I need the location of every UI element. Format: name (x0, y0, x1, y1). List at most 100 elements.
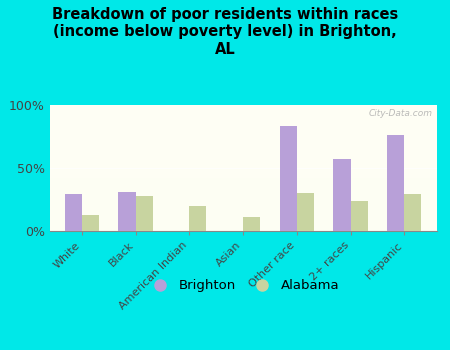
Bar (50, 155, 436, 157)
Bar (50, 128, 436, 129)
Bar (50, 138, 436, 139)
Bar (50, 139, 436, 140)
Bar (50, 157, 436, 158)
Bar (50, 221, 436, 222)
Bar (50, 177, 436, 178)
Text: Breakdown of poor residents within races
(income below poverty level) in Brighto: Breakdown of poor residents within races… (52, 7, 398, 57)
Bar (50, 189, 436, 191)
Bar (50, 198, 436, 200)
Bar (50, 170, 436, 172)
Bar (50, 135, 436, 136)
Bar (50, 192, 436, 193)
Bar (50, 148, 436, 149)
Bar (387, 135, 404, 231)
Bar (50, 163, 436, 164)
Bar (50, 211, 436, 212)
Bar (50, 144, 436, 145)
Bar (50, 218, 436, 220)
Bar (50, 107, 436, 109)
Bar (50, 173, 436, 174)
Bar (118, 192, 135, 231)
Bar (50, 147, 436, 148)
Bar (50, 187, 436, 188)
Bar (50, 184, 436, 186)
Bar (50, 167, 436, 168)
Bar (50, 202, 436, 203)
Bar (50, 119, 436, 120)
Bar (50, 207, 436, 208)
Bar (50, 217, 436, 218)
Bar (50, 197, 436, 198)
Bar (50, 116, 436, 118)
Bar (50, 188, 436, 189)
Bar (404, 195, 422, 231)
Bar (50, 133, 436, 134)
Bar (243, 217, 260, 231)
Bar (50, 122, 436, 124)
Bar (50, 149, 436, 150)
Bar (50, 227, 436, 229)
Bar (135, 196, 153, 231)
Bar (50, 216, 436, 217)
Bar (50, 115, 436, 116)
Bar (50, 191, 436, 192)
Bar (50, 105, 436, 106)
Bar (279, 126, 297, 231)
Bar (50, 152, 436, 153)
Bar (50, 124, 436, 125)
Bar (50, 159, 436, 160)
Bar (50, 174, 436, 176)
Bar (50, 179, 436, 181)
Bar (50, 121, 436, 122)
Bar (50, 210, 436, 211)
Bar (50, 153, 436, 154)
Bar (50, 106, 436, 107)
Bar (50, 182, 436, 183)
Bar (50, 141, 436, 143)
Bar (50, 222, 436, 223)
Bar (50, 125, 436, 126)
Bar (50, 130, 436, 132)
Bar (64, 195, 82, 231)
Bar (50, 158, 436, 159)
Bar (50, 230, 436, 231)
Bar (50, 195, 436, 196)
Bar (50, 193, 436, 195)
Text: City-Data.com: City-Data.com (369, 109, 432, 118)
Bar (50, 181, 436, 182)
Bar (50, 129, 436, 130)
Bar (50, 204, 436, 206)
Bar (50, 113, 436, 114)
Bar (50, 176, 436, 177)
Bar (50, 229, 436, 230)
Bar (50, 196, 436, 197)
Bar (50, 109, 436, 110)
Bar (50, 223, 436, 225)
Bar (351, 201, 368, 231)
Bar (50, 166, 436, 167)
Bar (50, 226, 436, 227)
Bar (333, 159, 351, 231)
Legend: Brighton, Alabama: Brighton, Alabama (141, 274, 345, 298)
Bar (50, 208, 436, 210)
Bar (50, 132, 436, 133)
Bar (50, 215, 436, 216)
Bar (50, 145, 436, 147)
Bar (50, 150, 436, 152)
Bar (50, 225, 436, 226)
Bar (297, 193, 314, 231)
Bar (50, 162, 436, 163)
Bar (50, 186, 436, 187)
Bar (50, 203, 436, 204)
Bar (50, 212, 436, 214)
Bar (50, 206, 436, 207)
Bar (50, 140, 436, 141)
Bar (50, 178, 436, 179)
Bar (50, 134, 436, 135)
Bar (50, 201, 436, 202)
Bar (82, 215, 99, 231)
Bar (50, 172, 436, 173)
Bar (50, 143, 436, 144)
Bar (50, 199, 436, 201)
Bar (50, 136, 436, 138)
